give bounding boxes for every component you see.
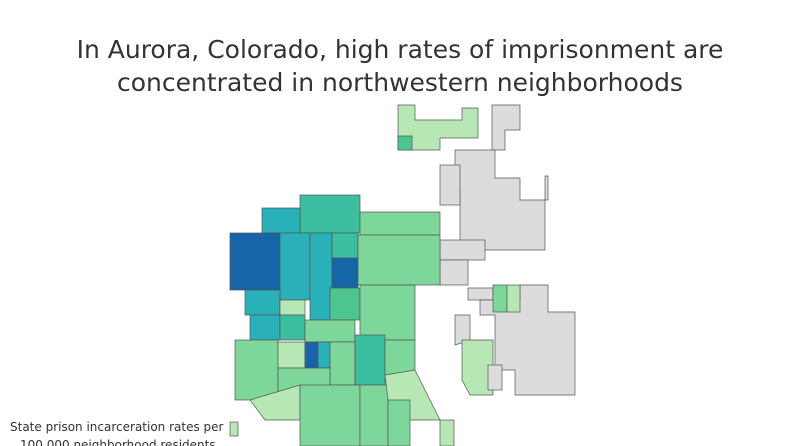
region [244, 289, 281, 316]
region [439, 419, 455, 446]
legend-title: 100,000 neighborhood residents [20, 438, 216, 446]
region [491, 104, 521, 151]
title-line: In Aurora, Colorado, high rates of impri… [77, 35, 724, 64]
region [439, 259, 469, 286]
region [359, 384, 389, 446]
map [229, 104, 576, 446]
region [304, 319, 356, 343]
region [277, 341, 306, 369]
region [492, 284, 508, 313]
region [359, 284, 416, 341]
region [359, 211, 441, 236]
region [439, 239, 486, 261]
region [329, 287, 361, 321]
title-line: concentrated in northwestern neighborhoo… [117, 68, 683, 97]
legend-title: State prison incarceration rates per [10, 420, 224, 434]
region [299, 194, 361, 234]
legend-swatch [229, 421, 239, 437]
region [384, 339, 416, 376]
region [397, 104, 479, 151]
region [479, 284, 576, 396]
region [234, 339, 279, 401]
region [304, 341, 319, 369]
region [279, 232, 311, 301]
region [331, 257, 359, 289]
region [387, 399, 411, 446]
region [317, 341, 331, 369]
region [279, 314, 306, 341]
region [467, 287, 494, 301]
region [309, 232, 333, 321]
region [487, 364, 503, 391]
region [279, 299, 306, 316]
region [229, 232, 281, 291]
region [357, 234, 441, 286]
region [397, 135, 413, 151]
region [454, 149, 549, 251]
legend: State prison incarceration rates per 100… [10, 420, 239, 446]
region [249, 314, 281, 341]
region [299, 384, 361, 446]
region [331, 232, 359, 259]
region [329, 341, 356, 386]
region [461, 339, 494, 396]
region [354, 334, 386, 386]
region [506, 284, 521, 313]
region [439, 164, 461, 206]
region [261, 207, 301, 234]
